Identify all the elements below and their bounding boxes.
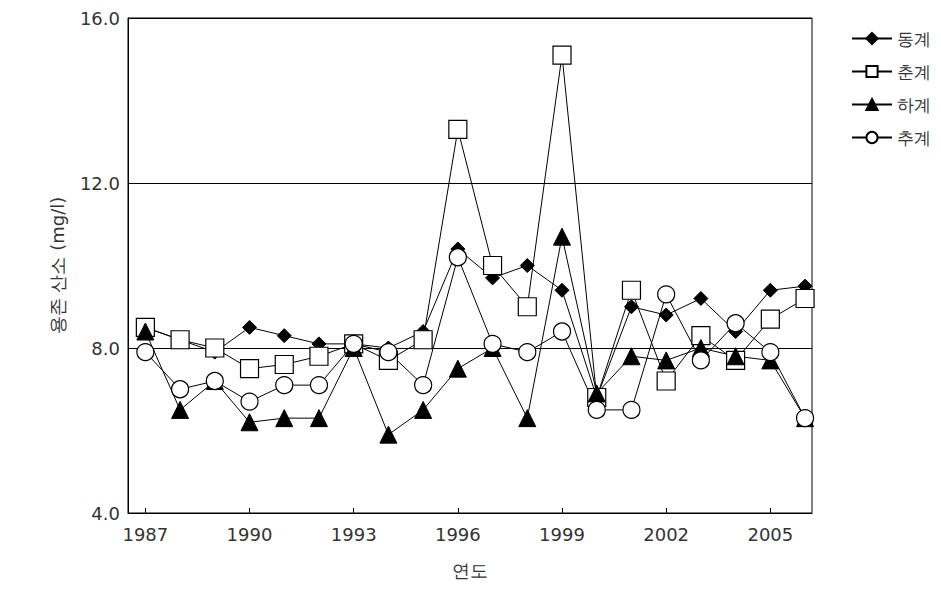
svg-text:동계: 동계 — [897, 29, 931, 49]
svg-text:2005: 2005 — [747, 524, 793, 545]
svg-text:8.0: 8.0 — [91, 338, 120, 359]
svg-text:1987: 1987 — [122, 524, 168, 545]
svg-text:12.0: 12.0 — [80, 173, 120, 194]
svg-text:춘계: 춘계 — [897, 62, 931, 82]
svg-text:2002: 2002 — [643, 524, 689, 545]
svg-text:하계: 하계 — [897, 95, 931, 115]
svg-text:4.0: 4.0 — [91, 503, 120, 524]
svg-text:16.0: 16.0 — [80, 8, 120, 29]
svg-text:용존 산소 (mg/l): 용존 산소 (mg/l) — [47, 197, 68, 335]
svg-text:연도: 연도 — [452, 560, 488, 581]
svg-text:1990: 1990 — [227, 524, 273, 545]
svg-text:1999: 1999 — [539, 524, 585, 545]
svg-text:추계: 추계 — [897, 128, 931, 148]
svg-text:1996: 1996 — [435, 524, 481, 545]
svg-text:1993: 1993 — [331, 524, 377, 545]
